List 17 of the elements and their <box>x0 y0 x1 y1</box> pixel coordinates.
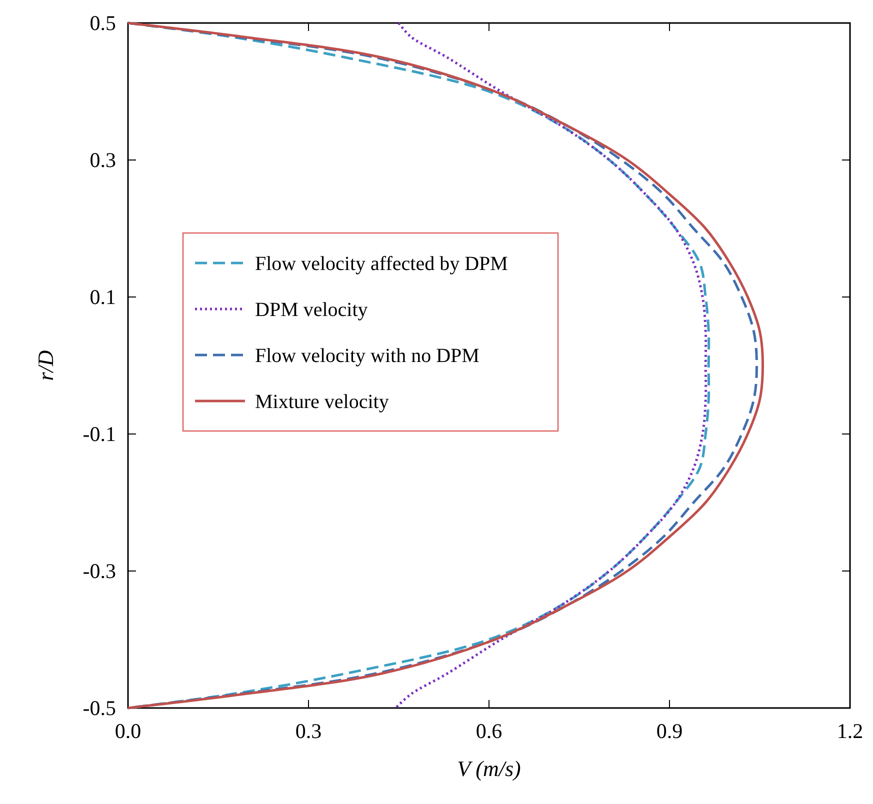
x-tick-label: 1.2 <box>836 719 864 743</box>
y-axis-title: r/D <box>33 350 58 381</box>
legend-label: DPM velocity <box>255 299 368 321</box>
y-tick-label: 0.3 <box>90 148 116 172</box>
y-tick-label: -0.5 <box>82 696 116 720</box>
x-tick-label: 0.0 <box>114 719 142 743</box>
x-axis-title: V (m/s) <box>457 756 521 781</box>
y-tick-label: -0.3 <box>82 559 116 583</box>
x-tick-label: 0.3 <box>295 719 322 743</box>
x-tick-label: 0.6 <box>476 719 502 743</box>
legend-label: Flow velocity affected by DPM <box>255 253 508 275</box>
y-tick-label: 0.1 <box>90 285 116 309</box>
x-tick-label: 0.9 <box>656 719 683 743</box>
legend-label: Flow velocity with no DPM <box>255 345 480 367</box>
y-tick-label: -0.1 <box>82 422 116 446</box>
y-tick-label: 0.5 <box>90 11 116 35</box>
legend-label: Mixture velocity <box>255 391 389 413</box>
